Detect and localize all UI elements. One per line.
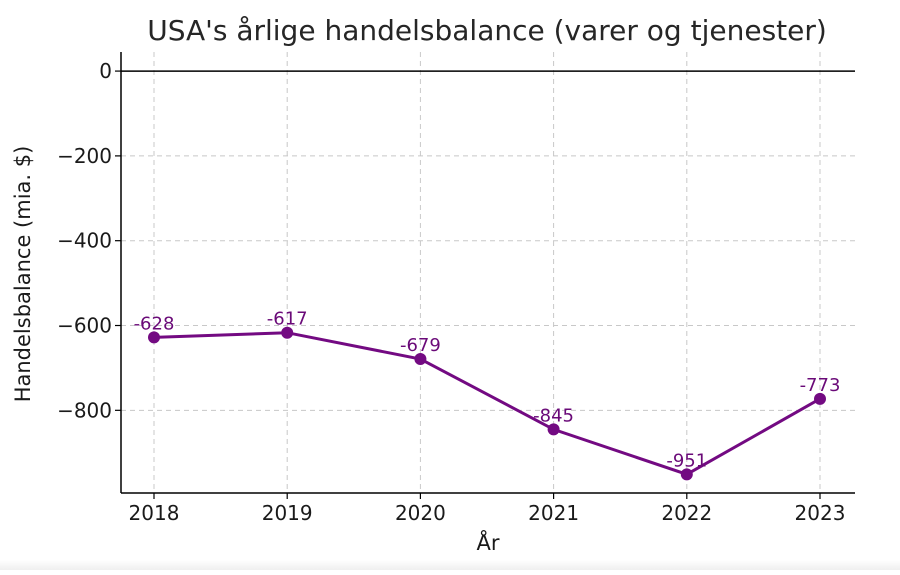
x-axis-title: År — [477, 529, 500, 555]
x-tick-label: 2020 — [395, 501, 446, 525]
axes — [120, 52, 855, 494]
data-label: -617 — [267, 309, 308, 330]
x-tick-label: 2019 — [262, 501, 313, 525]
data-point — [547, 423, 560, 436]
y-tick-label: −600 — [57, 314, 112, 338]
y-tick-label: −200 — [57, 144, 112, 168]
series: -628 -617 -679 -845 -951 -773 — [134, 309, 841, 481]
data-point — [814, 392, 826, 405]
data-point — [680, 468, 693, 481]
x-tick-label: 2022 — [661, 501, 712, 525]
chart-title: USA's årlige handelsbalance (varer og tj… — [147, 14, 827, 47]
x-tick-label: 2023 — [795, 501, 846, 525]
x-tick-label: 2018 — [129, 501, 180, 525]
y-tick-label: −800 — [57, 398, 112, 422]
data-label: -679 — [400, 335, 441, 356]
data-label: -773 — [800, 375, 841, 396]
y-ticks: 0 −200 −400 −600 −800 — [57, 59, 121, 422]
y-tick-label: −400 — [57, 229, 112, 253]
y-axis-title: Handelsbalance (mia. $) — [11, 146, 35, 403]
y-tick-label: 0 — [99, 59, 112, 83]
data-point — [148, 331, 160, 344]
x-tick-label: 2021 — [528, 501, 579, 525]
data-point — [414, 353, 427, 366]
data-label: -845 — [533, 405, 574, 426]
window-bottom-edge — [0, 560, 900, 570]
series-line — [153, 331, 821, 476]
grid — [121, 52, 855, 493]
data-label: -628 — [134, 313, 175, 334]
data-point — [281, 326, 294, 339]
data-label: -951 — [666, 450, 707, 471]
x-ticks: 2018 2019 2020 2021 2022 2023 — [129, 493, 846, 525]
